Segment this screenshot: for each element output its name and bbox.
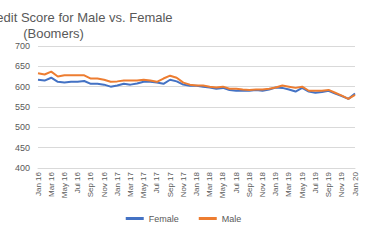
svg-text:Mar 19: Mar 19: [284, 171, 293, 196]
svg-text:Jan 18: Jan 18: [192, 171, 201, 196]
svg-text:Sep 19: Sep 19: [324, 171, 333, 197]
svg-text:Mar 16: Mar 16: [47, 171, 56, 196]
svg-text:Nov 19: Nov 19: [337, 171, 346, 197]
svg-text:Jul 17: Jul 17: [152, 171, 161, 193]
svg-text:Nov 17: Nov 17: [179, 171, 188, 197]
svg-text:Jan 16: Jan 16: [34, 171, 43, 196]
svg-text:Male: Male: [222, 214, 242, 224]
svg-text:Average Credit Score for Male: Average Credit Score for Male vs. Female: [0, 10, 176, 25]
svg-text:May 19: May 19: [298, 171, 307, 198]
svg-text:Sep 18: Sep 18: [245, 171, 254, 197]
svg-text:Jan 20: Jan 20: [351, 171, 360, 196]
svg-text:Female: Female: [149, 214, 179, 224]
svg-text:(Boomers): (Boomers): [23, 26, 84, 41]
svg-text:Jan 19: Jan 19: [271, 171, 280, 196]
svg-text:650: 650: [15, 61, 30, 71]
svg-text:550: 550: [15, 102, 30, 112]
svg-text:Jul 19: Jul 19: [311, 171, 320, 193]
svg-text:Mar 17: Mar 17: [126, 171, 135, 196]
svg-text:Jul 18: Jul 18: [232, 171, 241, 193]
svg-text:Sep 17: Sep 17: [166, 171, 175, 197]
svg-text:May 17: May 17: [139, 171, 148, 198]
svg-text:Nov 16: Nov 16: [100, 171, 109, 197]
svg-text:400: 400: [15, 163, 30, 173]
svg-text:May 16: May 16: [60, 171, 69, 198]
svg-text:600: 600: [15, 82, 30, 92]
svg-text:Jul 16: Jul 16: [73, 171, 82, 193]
svg-text:Sep 16: Sep 16: [86, 171, 95, 197]
svg-text:500: 500: [15, 122, 30, 132]
svg-text:Jan 17: Jan 17: [113, 171, 122, 196]
svg-text:Mar 18: Mar 18: [205, 171, 214, 196]
svg-text:May 18: May 18: [218, 171, 227, 198]
svg-text:450: 450: [15, 143, 30, 153]
svg-text:Nov 18: Nov 18: [258, 171, 267, 197]
svg-text:700: 700: [15, 41, 30, 51]
